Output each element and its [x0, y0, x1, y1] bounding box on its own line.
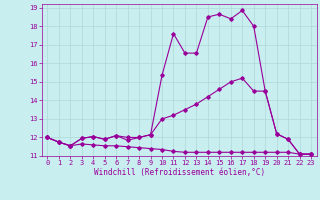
X-axis label: Windchill (Refroidissement éolien,°C): Windchill (Refroidissement éolien,°C) — [94, 168, 265, 177]
